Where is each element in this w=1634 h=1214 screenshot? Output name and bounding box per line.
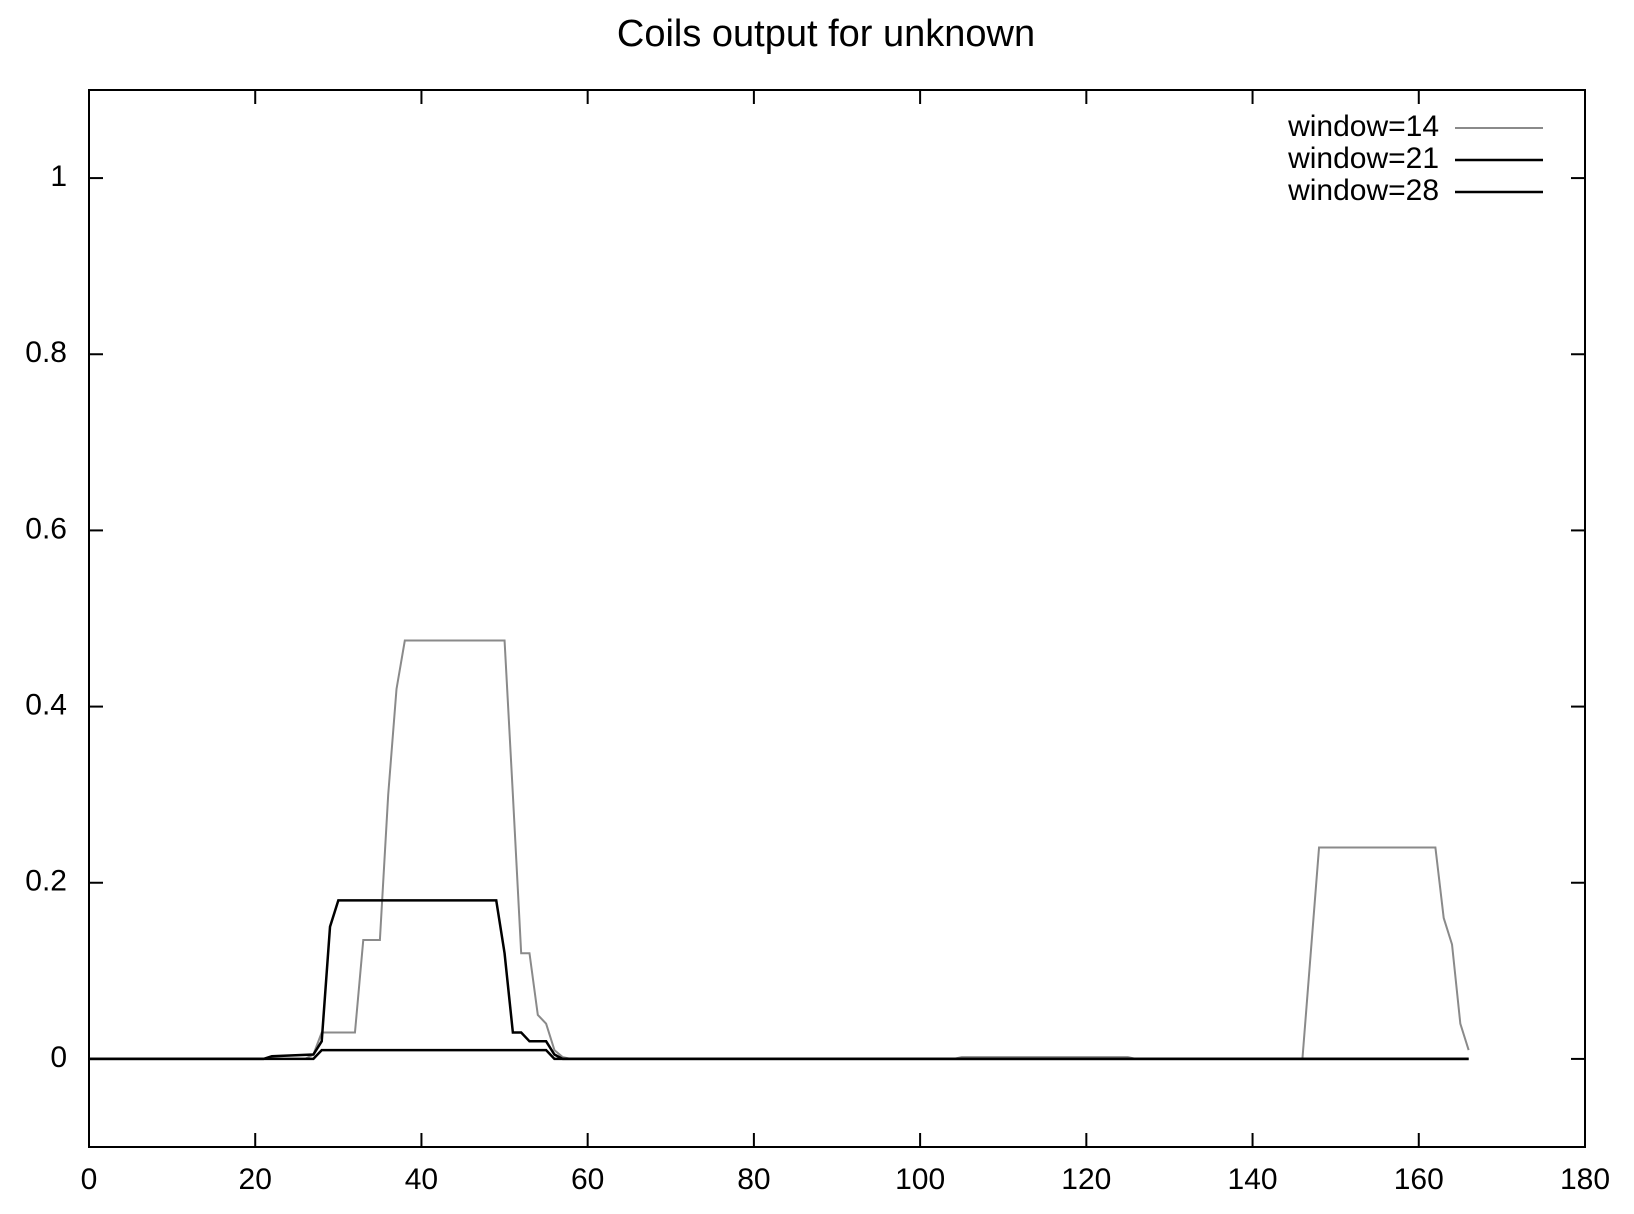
x-tick-label: 0 [81, 1163, 98, 1196]
x-tick-label: 20 [239, 1163, 272, 1196]
x-tick-label: 80 [737, 1163, 770, 1196]
y-tick-label: 1 [50, 160, 67, 193]
x-tick-label: 180 [1560, 1163, 1610, 1196]
x-tick-label: 140 [1228, 1163, 1278, 1196]
y-tick-label: 0.2 [25, 865, 67, 898]
x-tick-label: 120 [1061, 1163, 1111, 1196]
legend-label: window=14 [1287, 110, 1439, 143]
y-tick-label: 0 [50, 1041, 67, 1074]
series-line [89, 899, 1469, 1061]
x-tick-label: 160 [1394, 1163, 1444, 1196]
y-tick-label: 0.6 [25, 512, 67, 545]
series-line [89, 639, 1470, 1060]
series-line [89, 1048, 1469, 1061]
plot-frame [88, 89, 1586, 1148]
chart-title: Coils output for unknown [617, 13, 1035, 55]
x-tick-label: 100 [895, 1163, 945, 1196]
y-tick-label: 0.4 [25, 689, 67, 722]
legend-label: window=21 [1287, 142, 1439, 175]
y-tick-label: 0.8 [25, 336, 67, 369]
x-tick-label: 60 [571, 1163, 604, 1196]
x-tick-label: 40 [405, 1163, 438, 1196]
legend-label: window=28 [1287, 174, 1439, 207]
